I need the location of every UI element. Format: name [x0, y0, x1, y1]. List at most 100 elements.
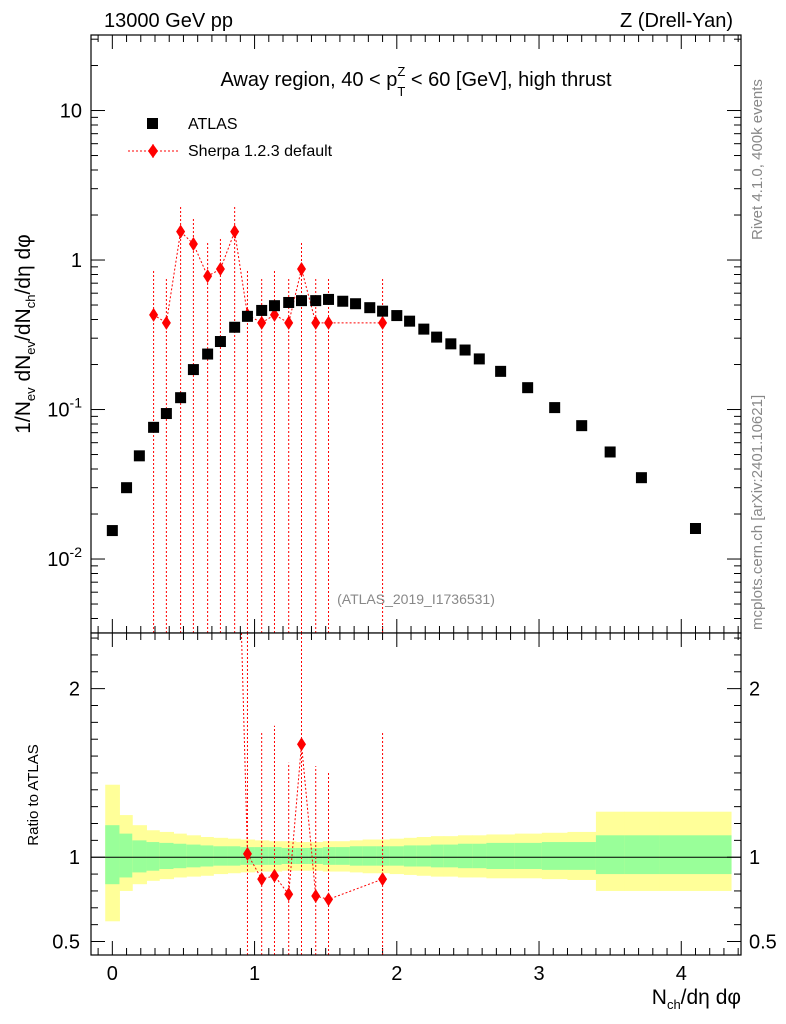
ratio-mc-point [297, 737, 307, 752]
y-tick-label: 1 [71, 250, 82, 272]
ratio-mc-point [242, 846, 252, 861]
band-inner [159, 842, 174, 870]
band-inner [349, 846, 364, 866]
mc-point [161, 315, 171, 330]
y-tick-label: 10-2 [47, 544, 82, 571]
title-sub: T [397, 84, 405, 99]
band-inner [268, 847, 283, 865]
main-y-label: 1/Nev dNev/dNch/dη dφ [12, 234, 38, 434]
svg-text:1/Nev dNev/dNch/dη dφ: 1/Nev dNev/dNch/dη dφ [12, 234, 38, 434]
ratio-mc-point [269, 868, 279, 883]
legend-mc-label: Sherpa 1.2.3 default [188, 143, 333, 160]
legend-data-marker [147, 118, 158, 129]
mc-point [297, 262, 307, 277]
mc-point [284, 315, 294, 330]
mc-point [188, 236, 198, 251]
title-post: < 60 [GeV], high thrust [405, 69, 612, 91]
ratio-frame [90, 632, 742, 956]
data-point [391, 310, 403, 322]
ratio-mc-point [378, 872, 388, 887]
mc-line [153, 229, 383, 324]
ratio-y-tick-label: 0.5 [52, 932, 80, 954]
mc-point [324, 315, 334, 330]
ratio-panel: 0.5 0.5 1 1 2 2 0 1 2 3 4 [52, 632, 777, 985]
site-label: mcplots.cern.ch [arXiv:2401.10621] [749, 395, 766, 630]
ratio-ticks: 0.5 0.5 1 1 2 2 0 1 2 3 4 [52, 633, 777, 985]
data-point [576, 420, 588, 432]
band-inner [146, 842, 160, 871]
data-point [214, 336, 226, 348]
ratio-band [91, 784, 741, 922]
mc-point [230, 224, 240, 239]
data-point [404, 315, 416, 327]
ratio-mc-point [324, 892, 334, 907]
x-axis-label: Nch/dη dφ [652, 986, 741, 1012]
data-point [418, 323, 430, 335]
mc-point [215, 262, 225, 277]
band-inner [624, 835, 661, 875]
header: 13000 GeV pp Z (Drell-Yan) [104, 10, 733, 32]
ratio-mc-line-entry [240, 632, 248, 854]
band-inner [200, 845, 214, 867]
rivet-label: Rivet 4.1.0, 400k events [749, 79, 766, 240]
band-inner [443, 844, 459, 868]
data-point [549, 402, 561, 414]
x-tick-label: 0 [107, 963, 118, 985]
data-point [202, 348, 214, 360]
band-inner [389, 846, 405, 866]
mc-point [378, 315, 388, 330]
band-inner [186, 844, 202, 868]
data-series [106, 293, 701, 537]
main-title: Away region, 40 < pZ T < 60 [GeV], high t… [220, 64, 612, 99]
data-point [148, 421, 160, 433]
band-inner [132, 840, 147, 873]
band-inner [659, 835, 732, 875]
mc-point [269, 307, 279, 322]
svg-text:Away region, 40 < pZT < 60 [Ge: Away region, 40 < pZ T < 60 [GeV], high t… [220, 64, 612, 99]
header-left: 13000 GeV pp [104, 10, 233, 32]
data-point [431, 331, 443, 343]
band-inner [376, 846, 391, 866]
band-inner [430, 844, 445, 868]
data-point [459, 344, 471, 356]
ratio-y-label: Ratio to ATLAS [25, 744, 42, 845]
ratio-mc-line [247, 744, 383, 900]
y-tick-label: 10 [60, 101, 82, 123]
data-point [121, 482, 133, 494]
ratio-y-tick-label: 2 [69, 679, 80, 701]
data-point [689, 523, 701, 535]
band-inner [416, 845, 432, 867]
title-pre: Away region, 40 < p [220, 69, 397, 91]
data-point [350, 298, 362, 310]
side-labels: Rivet 4.1.0, 400k events mcplots.cern.ch… [749, 79, 766, 630]
ratio-y-tick-label-right: 2 [749, 679, 760, 701]
band-inner [514, 842, 543, 870]
x-tick-label: 1 [249, 963, 260, 985]
data-point [283, 296, 295, 308]
data-point [323, 293, 335, 305]
data-point [337, 295, 349, 307]
data-point [106, 525, 118, 537]
band-inner [486, 842, 516, 870]
data-point [241, 310, 253, 322]
data-point [256, 304, 268, 316]
legend: ATLAS Sherpa 1.2.3 default [128, 116, 333, 160]
mc-point [257, 315, 267, 330]
data-point [364, 302, 376, 314]
band-inner [119, 833, 133, 878]
ratio-mc-point [257, 872, 267, 887]
ratio-y-tick-label: 1 [69, 847, 80, 869]
band-inner [362, 846, 378, 866]
title-sup: Z [397, 64, 405, 79]
band-inner [213, 846, 229, 866]
band-inner [227, 846, 241, 866]
data-point [377, 305, 389, 317]
band-inner [595, 835, 625, 875]
data-point [175, 392, 187, 404]
header-right: Z (Drell-Yan) [620, 10, 733, 32]
analysis-id: (ATLAS_2019_I1736531) [337, 591, 495, 607]
ratio-y-tick-label-right: 0.5 [749, 932, 777, 954]
data-point [522, 382, 534, 394]
y-tick-label: 10-1 [47, 395, 82, 422]
legend-mc-marker [148, 144, 158, 158]
